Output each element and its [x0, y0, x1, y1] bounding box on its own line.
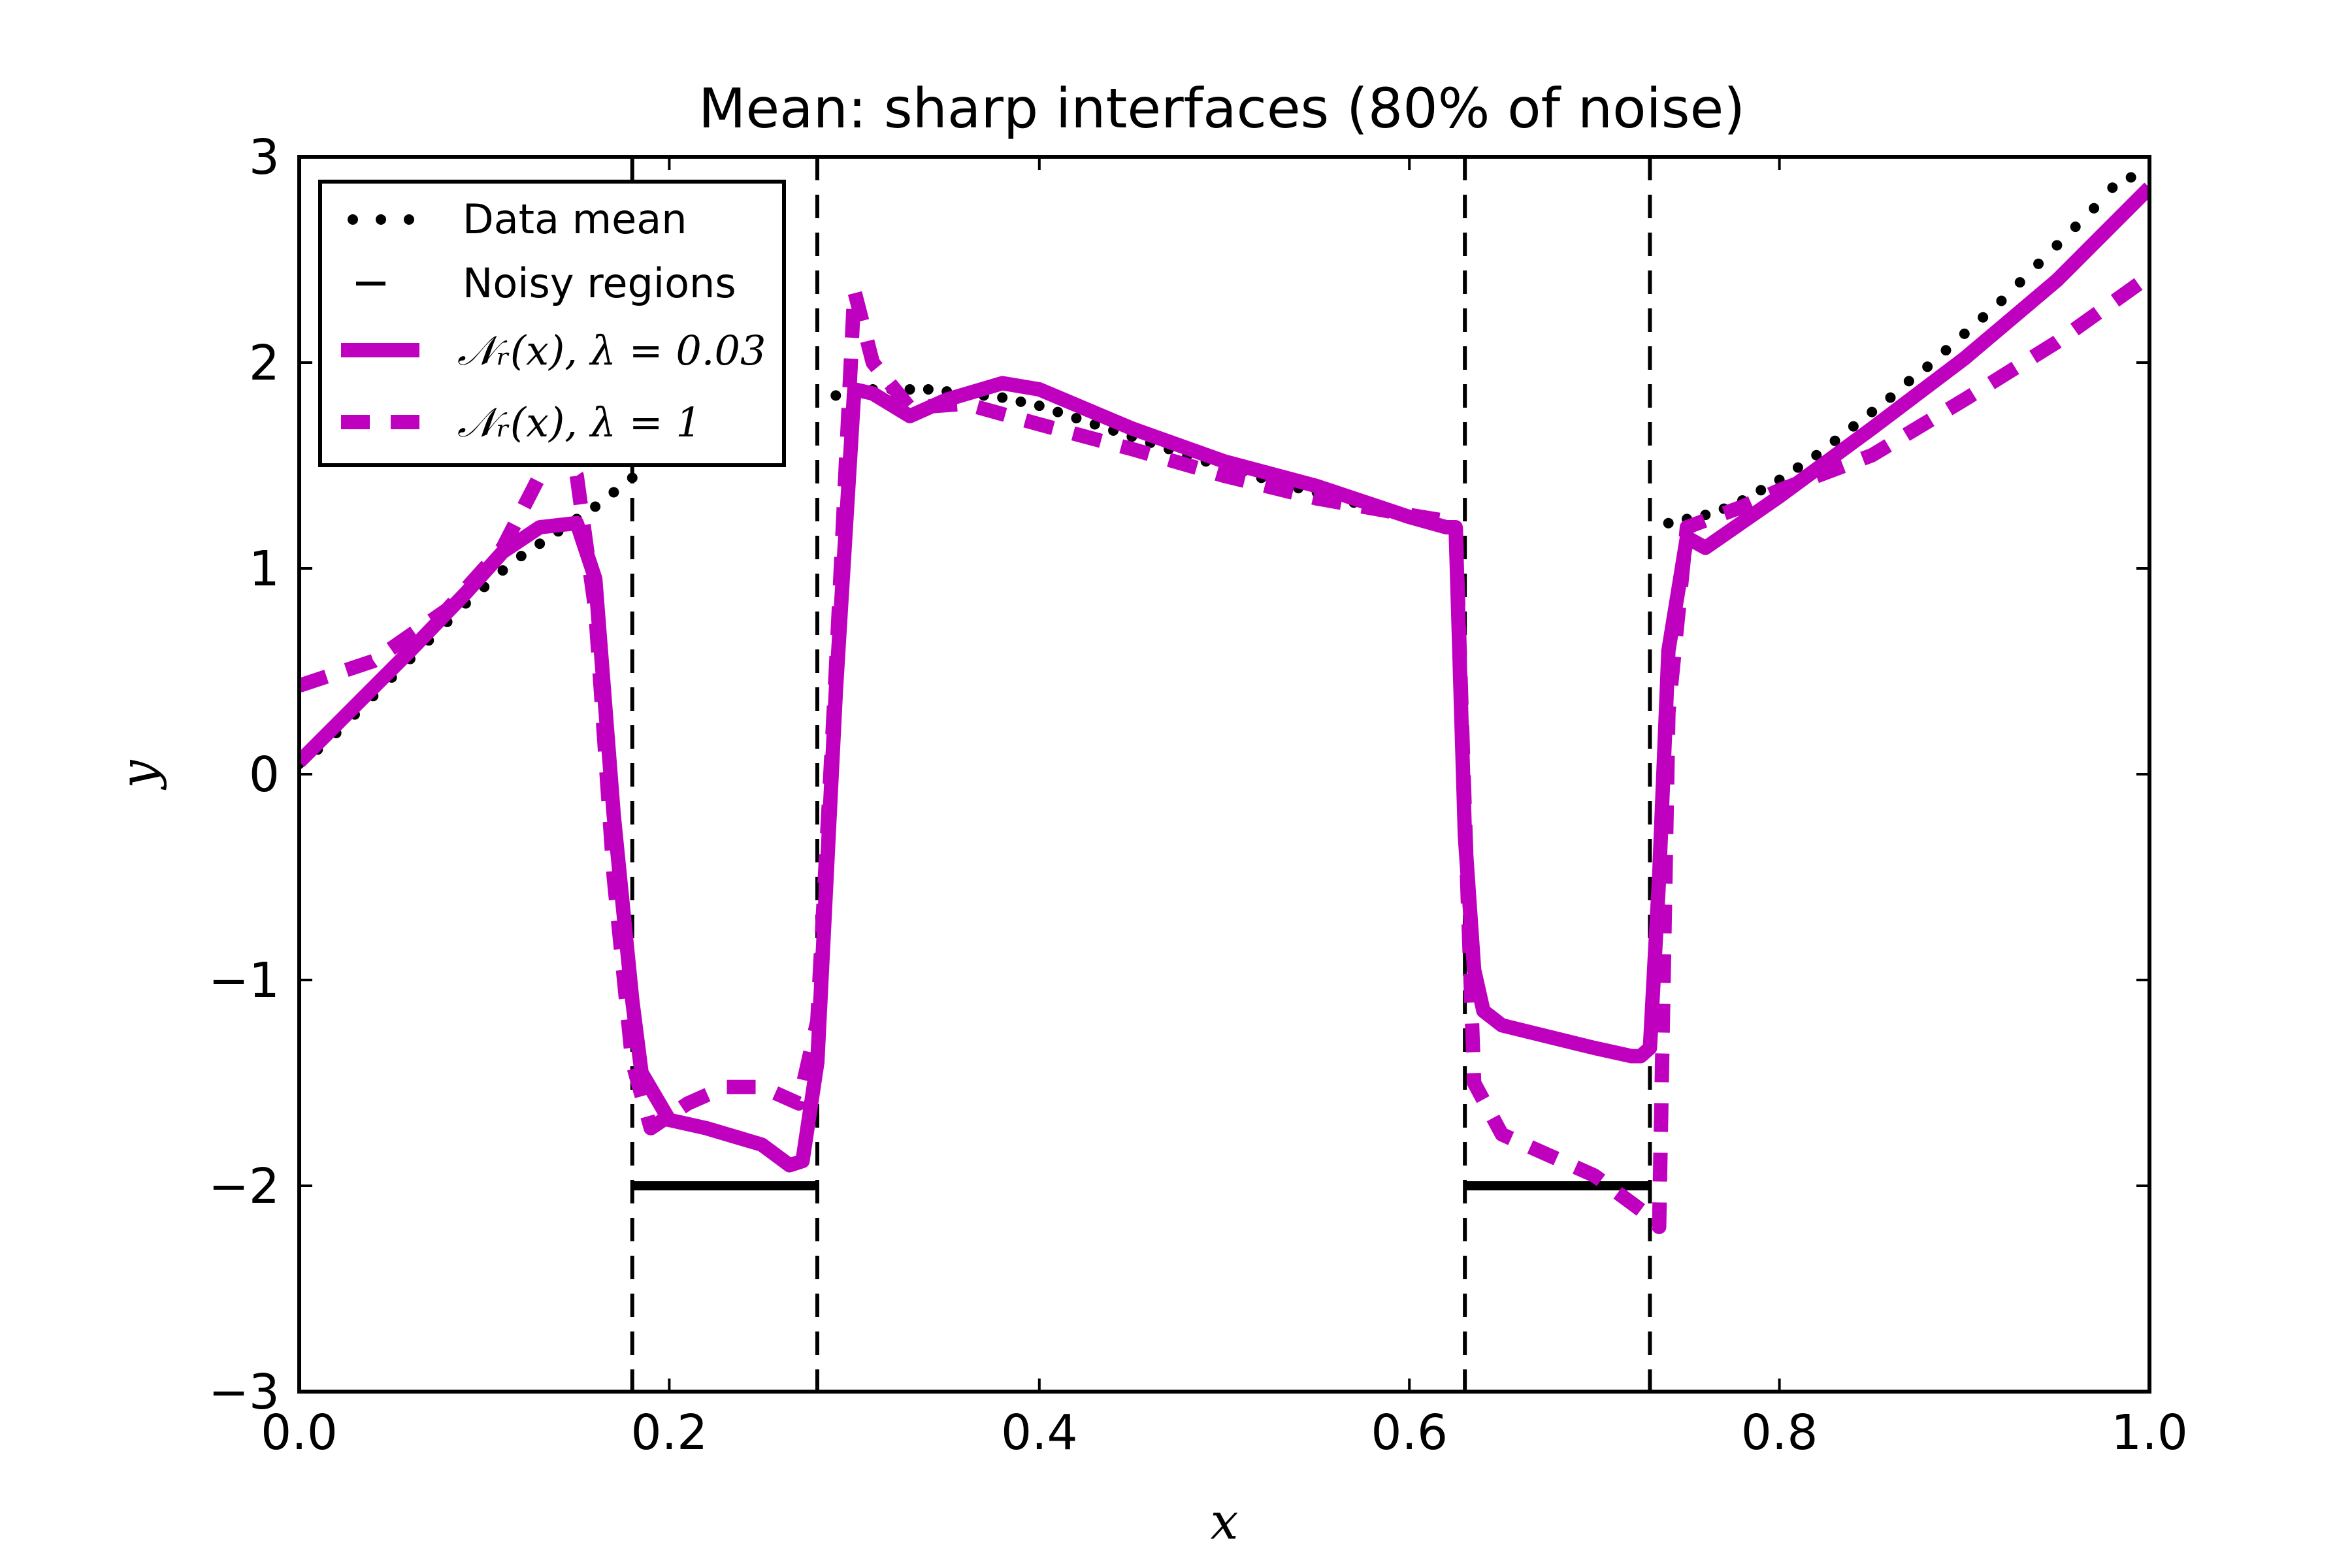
x-tick-label: 1.0: [2111, 1405, 2188, 1461]
data-mean-point: [2033, 258, 2044, 269]
data-mean-point: [1885, 392, 1896, 403]
legend-label-noisy-regions: Noisy regions: [463, 259, 736, 307]
x-tick-label: 0.2: [631, 1405, 708, 1461]
data-mean-point: [1996, 295, 2007, 306]
data-mean-point: [497, 565, 508, 576]
data-mean-point: [1922, 361, 1933, 372]
data-mean-point: [1015, 396, 1026, 407]
data-mean-point: [2107, 182, 2118, 193]
x-axis-label: x: [1211, 1492, 1239, 1550]
y-tick-label: −3: [208, 1364, 280, 1420]
data-mean-point: [1663, 517, 1674, 529]
data-mean-point: [1848, 421, 1859, 432]
x-tick-label: 0.8: [1741, 1405, 1818, 1461]
series-line-lambda-003: [299, 182, 2149, 1173]
data-mean-point: [1811, 449, 1822, 461]
y-tick-label: −1: [208, 953, 280, 1009]
legend-entry-noisy-regions: Noisy regions: [356, 259, 736, 307]
y-axis-label: y: [109, 759, 167, 790]
y-tick-label: 0: [249, 747, 280, 803]
data-mean-point: [2125, 172, 2136, 183]
data-mean-point: [1071, 413, 1082, 424]
legend: Data mean Noisy regions 𝒩ᵣ(x), λ = 0.03 …: [318, 180, 786, 467]
legend-marker-dot: [376, 214, 386, 225]
plot-area: [299, 157, 2149, 1392]
legend-label-lambda-1: 𝒩ᵣ(x), λ = 1: [457, 399, 702, 446]
data-mean-point: [1053, 406, 1064, 417]
legend-entry-lambda-003: 𝒩ᵣ(x), λ = 0.03: [341, 327, 766, 374]
data-mean-point: [2070, 221, 2081, 233]
y-tick-label: −2: [208, 1158, 280, 1215]
legend-entry-data-mean: Data mean: [348, 195, 687, 243]
data-mean-point: [1034, 400, 1045, 412]
legend-marker-dot: [404, 214, 414, 225]
data-mean-point: [2051, 240, 2063, 251]
data-mean-point: [1756, 485, 1767, 496]
data-mean-point: [590, 501, 601, 512]
legend-label-lambda-003: 𝒩ᵣ(x), λ = 0.03: [457, 327, 766, 374]
data-mean-point: [1829, 435, 1840, 446]
x-tick-label: 0.6: [1371, 1405, 1448, 1461]
x-tick-label: 0.4: [1001, 1405, 1078, 1461]
x-tick-label: 0.0: [261, 1405, 338, 1461]
data-mean-point: [1959, 328, 1970, 339]
legend-entry-lambda-1: 𝒩ᵣ(x), λ = 1: [341, 399, 702, 446]
axis-ticks: 0.0 0.2 0.4 0.6 0.8 1.0 3 2 1 0 −1 −2 −3: [208, 129, 2188, 1461]
data-mean-point: [608, 487, 619, 498]
data-mean-point: [1867, 406, 1878, 417]
data-mean-point: [2014, 277, 2025, 288]
data-mean-point: [1978, 312, 1989, 323]
y-tick-label: 1: [249, 541, 280, 597]
y-tick-label: 2: [249, 335, 280, 391]
data-mean-point: [1903, 376, 1914, 387]
data-mean-point: [904, 384, 915, 395]
data-mean-point: [1792, 462, 1803, 473]
data-mean-point: [627, 472, 638, 483]
data-mean-point: [515, 551, 527, 562]
data-mean-point: [830, 390, 841, 401]
data-mean-point: [1940, 345, 1952, 356]
data-mean-point: [923, 384, 934, 395]
data-mean-point: [997, 392, 1008, 403]
data-mean-point: [2089, 203, 2100, 214]
chart-title: Mean: sharp interfaces (80% of noise): [698, 76, 1745, 140]
data-mean-point: [534, 538, 546, 549]
legend-marker-dot: [348, 214, 358, 225]
y-tick-label: 3: [249, 129, 280, 186]
legend-label-data-mean: Data mean: [463, 195, 687, 243]
